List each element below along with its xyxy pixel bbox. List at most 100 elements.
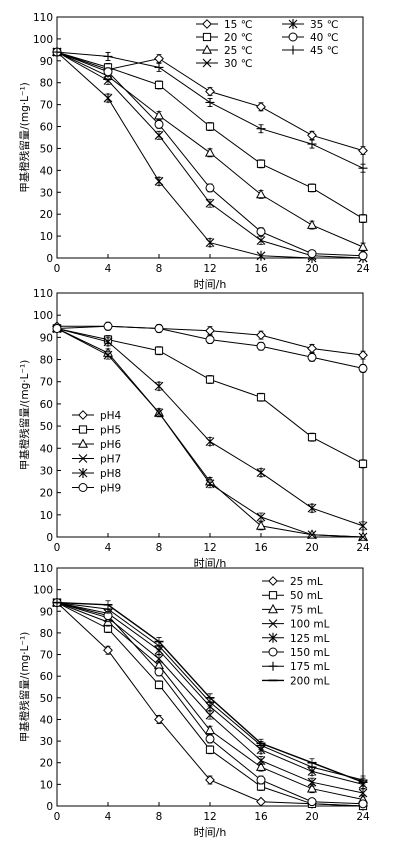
x-axis-label: 时间/h bbox=[194, 826, 227, 839]
data-point bbox=[154, 119, 164, 129]
y-tick-label: 110 bbox=[33, 288, 53, 300]
data-point bbox=[205, 122, 215, 131]
y-tick-label: 100 bbox=[33, 34, 53, 46]
legend-marker bbox=[268, 632, 278, 643]
legend-label: pH5 bbox=[100, 425, 121, 437]
data-point bbox=[256, 227, 266, 237]
data-point bbox=[103, 350, 113, 360]
data-point bbox=[307, 777, 317, 787]
legend-item: 75 mL bbox=[262, 603, 323, 616]
legend-item: pH4 bbox=[72, 410, 122, 422]
data-point bbox=[358, 788, 368, 798]
data-point bbox=[307, 130, 317, 141]
series-6 bbox=[52, 47, 368, 261]
y-tick-label: 40 bbox=[40, 165, 53, 177]
data-point bbox=[205, 436, 215, 447]
x-tick-label: 16 bbox=[254, 542, 268, 554]
legend-label: 45 ℃ bbox=[310, 45, 339, 57]
legend-marker bbox=[78, 425, 88, 434]
data-point bbox=[307, 343, 317, 354]
y-tick-label: 110 bbox=[33, 12, 53, 24]
legend-label: 20 ℃ bbox=[224, 32, 253, 44]
legend-marker bbox=[77, 438, 89, 448]
x-tick-label: 24 bbox=[356, 263, 370, 275]
data-point bbox=[205, 198, 215, 208]
data-point bbox=[205, 237, 215, 248]
y-tick-label: 0 bbox=[46, 532, 53, 544]
data-point bbox=[154, 714, 164, 725]
data-point bbox=[307, 249, 317, 259]
y-tick-label: 50 bbox=[40, 143, 53, 155]
x-tick-label: 8 bbox=[156, 811, 163, 823]
legend-marker bbox=[78, 410, 88, 420]
legend-item: 100 mL bbox=[262, 619, 330, 631]
legend-item: 125 mL bbox=[262, 633, 330, 645]
data-point bbox=[205, 745, 215, 754]
legend-item: 20 ℃ bbox=[196, 32, 253, 44]
y-tick-label: 60 bbox=[40, 671, 53, 683]
legend-label: 25 mL bbox=[290, 576, 323, 588]
data-point bbox=[154, 80, 164, 90]
legend-marker bbox=[288, 19, 298, 29]
legend-item: 30 ℃ bbox=[196, 58, 253, 70]
legend-label: 100 mL bbox=[290, 619, 330, 631]
y-tick-label: 40 bbox=[40, 714, 53, 726]
data-point bbox=[255, 520, 267, 530]
legend-label: 35 ℃ bbox=[310, 19, 339, 31]
x-axis-label: 时间/h bbox=[194, 557, 227, 570]
y-tick-label: 0 bbox=[46, 253, 53, 265]
x-tick-label: 20 bbox=[305, 811, 318, 823]
data-point bbox=[306, 783, 318, 793]
y-axis-label: 甲基橙残留量/(mg·L⁻¹) bbox=[18, 360, 31, 471]
legend-marker bbox=[202, 32, 212, 42]
data-point bbox=[205, 375, 215, 384]
legend-label: pH4 bbox=[100, 410, 122, 422]
data-point bbox=[154, 53, 164, 64]
x-tick-label: 24 bbox=[356, 542, 370, 554]
data-point bbox=[306, 219, 318, 229]
data-point bbox=[255, 188, 267, 199]
data-point bbox=[358, 350, 368, 361]
x-axis-label: 时间/h bbox=[194, 278, 227, 291]
series-3 bbox=[51, 46, 369, 252]
legend-item: 50 mL bbox=[262, 590, 323, 602]
data-point bbox=[204, 147, 216, 157]
series-6 bbox=[52, 321, 368, 373]
data-point bbox=[154, 323, 164, 333]
series-7 bbox=[52, 47, 368, 173]
data-point bbox=[205, 97, 215, 107]
y-tick-label: 20 bbox=[40, 209, 53, 221]
legend-label: 30 ℃ bbox=[224, 58, 253, 70]
data-point bbox=[256, 467, 266, 478]
x-tick-label: 0 bbox=[54, 811, 61, 823]
data-point bbox=[205, 775, 215, 785]
data-point bbox=[103, 76, 113, 85]
x-tick-label: 20 bbox=[305, 263, 318, 275]
legend-marker bbox=[78, 454, 88, 463]
data-point bbox=[307, 183, 317, 192]
data-point bbox=[205, 335, 215, 345]
y-tick-label: 70 bbox=[40, 650, 53, 662]
x-tick-label: 8 bbox=[156, 542, 163, 554]
y-tick-label: 10 bbox=[40, 779, 53, 791]
legend-label: 150 mL bbox=[290, 647, 330, 659]
data-point bbox=[205, 734, 215, 744]
legend-label: 15 ℃ bbox=[224, 19, 253, 31]
x-tick-label: 4 bbox=[105, 263, 112, 275]
data-point bbox=[205, 710, 215, 720]
legend-item: 200 mL bbox=[262, 675, 330, 687]
data-point bbox=[307, 433, 317, 442]
legend-marker bbox=[268, 619, 278, 628]
data-point bbox=[256, 250, 266, 261]
legend-item: pH9 bbox=[72, 483, 121, 495]
legend-label: pH9 bbox=[100, 483, 121, 495]
legend-marker bbox=[267, 603, 279, 614]
data-point bbox=[358, 251, 368, 261]
y-tick-label: 100 bbox=[33, 310, 53, 322]
chart-panel-1: 0 10 20 30 40 50 60 70 80 90 100 110 0 4 8 12 16 20 24 时间/h… bbox=[18, 12, 370, 291]
y-tick-label: 30 bbox=[40, 465, 53, 477]
x-tick-label: 12 bbox=[203, 542, 216, 554]
x-tick-label: 20 bbox=[305, 542, 318, 554]
y-tick-label: 30 bbox=[40, 187, 53, 199]
